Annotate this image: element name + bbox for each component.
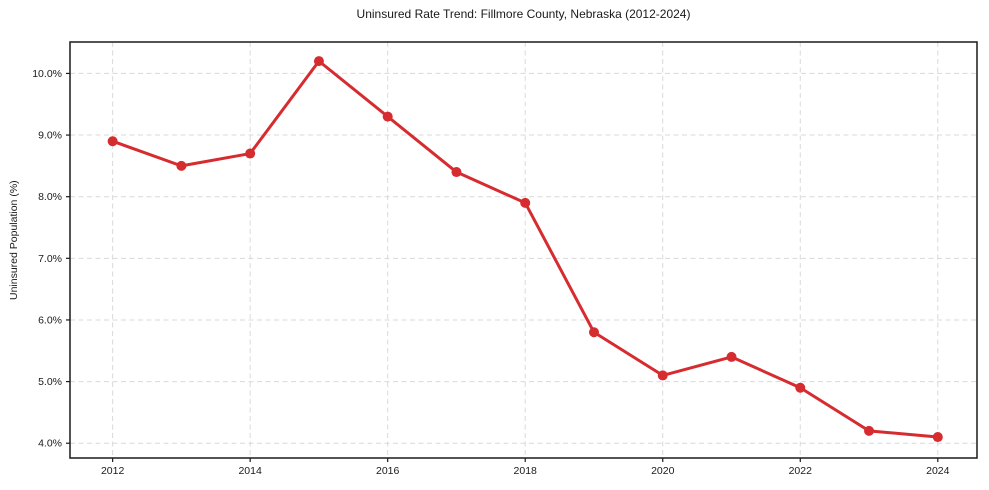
x-tick-label: 2022 (789, 465, 813, 477)
chart-title: Uninsured Rate Trend: Fillmore County, N… (356, 7, 691, 21)
y-tick-label: 7.0% (38, 253, 62, 265)
x-tick-label: 2020 (651, 465, 675, 477)
x-tick-label: 2024 (926, 465, 950, 477)
x-tick-label: 2012 (101, 465, 125, 477)
x-tick-label: 2014 (238, 465, 262, 477)
data-point-marker (107, 136, 118, 147)
data-point-marker (726, 351, 737, 362)
y-tick-label: 6.0% (38, 314, 62, 326)
y-tick-label: 8.0% (38, 191, 62, 203)
data-point-marker (795, 382, 806, 393)
data-point-marker (864, 425, 875, 436)
axes-frame (69, 41, 978, 459)
y-tick-label: 9.0% (38, 130, 62, 142)
data-point-marker (520, 197, 531, 208)
data-point-marker (932, 432, 943, 443)
y-tick-label: 4.0% (38, 438, 62, 450)
y-tick-label: 5.0% (38, 376, 62, 388)
data-point-marker (245, 148, 256, 159)
data-point-marker (382, 111, 393, 122)
data-point-marker (657, 370, 668, 381)
x-tick-label: 2018 (514, 465, 538, 477)
data-point-marker (451, 167, 462, 178)
data-point-marker (588, 327, 599, 338)
data-point-marker (313, 56, 324, 67)
data-point-marker (176, 160, 187, 171)
x-tick-label: 2016 (376, 465, 400, 477)
y-tick-label: 10.0% (32, 68, 62, 80)
